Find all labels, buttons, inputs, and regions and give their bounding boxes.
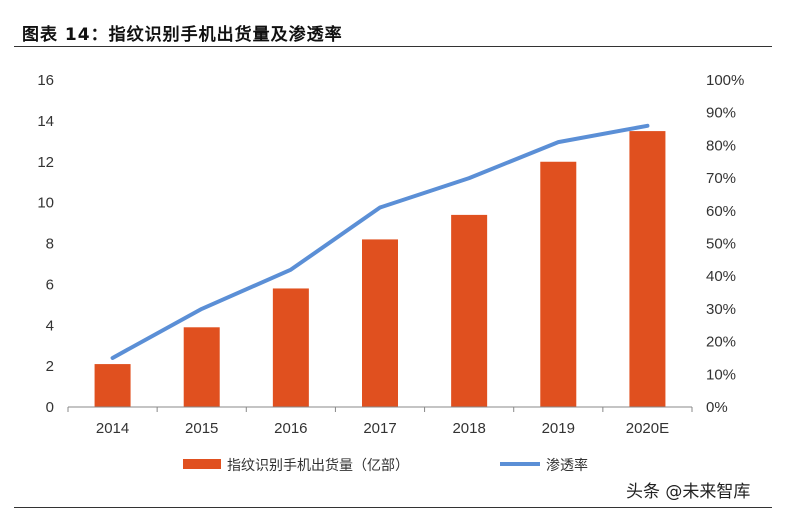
x-axis-tick-label: 2018: [452, 420, 485, 437]
bar: [183, 327, 220, 407]
bar: [362, 239, 398, 407]
right-axis-tick-label: 30%: [706, 301, 736, 318]
left-axis-tick-label: 4: [46, 317, 54, 334]
right-axis-tick-label: 70%: [706, 170, 736, 187]
left-axis-tick-label: 6: [46, 276, 54, 293]
title-divider: [14, 46, 772, 47]
right-axis-tick-label: 60%: [706, 203, 736, 220]
x-axis-tick-label: 2017: [363, 420, 396, 437]
chart-title: 图表 14：指纹识别手机出货量及渗透率: [22, 25, 343, 45]
legend-label-line: 渗透率: [546, 457, 588, 474]
bar: [540, 161, 577, 407]
bar: [94, 364, 131, 407]
left-axis-tick-label: 2: [46, 358, 54, 375]
right-axis-tick-label: 50%: [706, 236, 736, 253]
x-axis-tick-label: 2020E: [626, 420, 669, 437]
right-axis-tick-label: 100%: [706, 72, 744, 89]
bar: [272, 288, 309, 407]
left-axis-tick-label: 10: [37, 195, 54, 212]
right-axis-tick-label: 20%: [706, 334, 736, 351]
left-axis-tick-label: 0: [46, 399, 54, 416]
x-axis-tick-label: 2016: [274, 420, 307, 437]
right-axis-tick-label: 90%: [706, 105, 736, 122]
x-axis-tick-label: 2015: [185, 420, 218, 437]
left-axis-tick-label: 8: [46, 236, 54, 253]
bar: [451, 214, 488, 407]
bar: [629, 131, 666, 407]
watermark: 头条 @未来智库: [626, 482, 751, 502]
right-axis-tick-label: 40%: [706, 268, 736, 285]
right-axis-tick-label: 80%: [706, 137, 736, 154]
left-axis-tick-label: 16: [37, 72, 54, 89]
left-axis-tick-label: 14: [37, 113, 54, 130]
bottom-divider: [14, 507, 772, 508]
left-axis-tick-label: 12: [37, 154, 54, 171]
legend-label-bar: 指纹识别手机出货量（亿部）: [227, 457, 409, 474]
x-axis-tick-label: 2014: [96, 420, 129, 437]
right-axis-tick-label: 10%: [706, 366, 736, 383]
x-axis-tick-label: 2019: [542, 420, 575, 437]
legend-swatch-bar: [183, 459, 221, 469]
right-axis-tick-label: 0%: [706, 399, 728, 416]
